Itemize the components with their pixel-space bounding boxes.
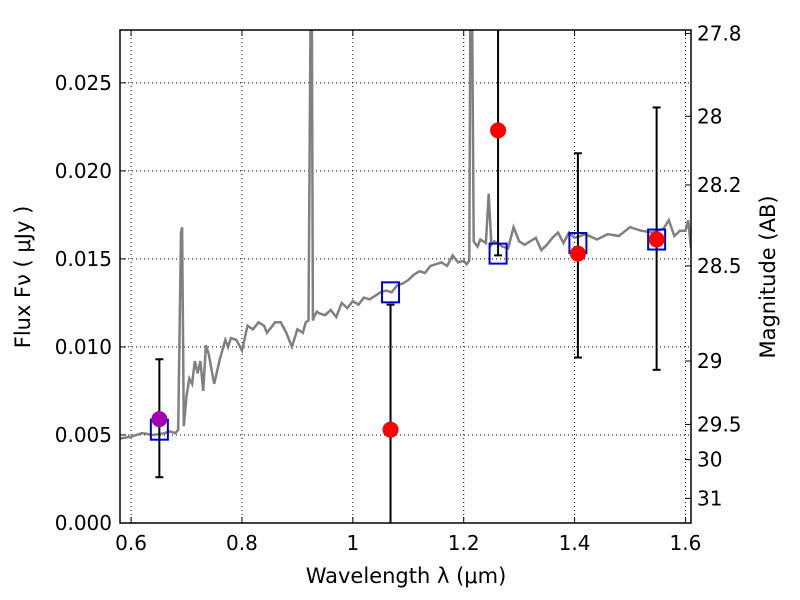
x-axis-label: Wavelength λ (μm) [306, 564, 507, 588]
right-tick-label: 28 [697, 104, 722, 128]
right-tick-label: 27.8 [697, 22, 742, 46]
y-tick-label: 0.015 [55, 247, 112, 271]
model-photometry-squares [149, 228, 667, 441]
y-tick-label: 0.000 [55, 511, 112, 535]
right-axis-label: Magnitude (AB) [756, 195, 780, 358]
right-tick-label: 28.5 [697, 254, 742, 278]
x-tick-label: 1 [346, 531, 359, 555]
observed-point [490, 122, 507, 139]
observed-point [648, 231, 665, 248]
y-tick-label: 0.020 [55, 159, 112, 183]
y-tick-label: 0.005 [55, 423, 112, 447]
right-axis-ticks: 27.8 28 28.2 28.5 29 29.5 30 31 [685, 22, 742, 510]
right-tick-label: 29 [697, 349, 722, 373]
grid-lines [120, 30, 691, 524]
x-tick-label: 1.6 [670, 531, 702, 555]
observed-point [382, 421, 399, 438]
model-square [488, 242, 508, 265]
right-tick-label: 29.5 [697, 412, 742, 436]
x-tick-label: 1.2 [448, 531, 480, 555]
x-axis-ticks: 0.6 0.8 1 1.2 1.4 1.6 [115, 30, 701, 555]
observed-point [569, 245, 586, 262]
observed-photometry-points [151, 122, 665, 438]
spectrum-line [120, 30, 691, 440]
plot-frame [119, 29, 692, 524]
y-axis-label: Flux Fν ( μJy ) [11, 206, 35, 349]
model-square [381, 281, 401, 304]
model-spectrum [120, 30, 691, 440]
x-tick-label: 0.6 [115, 531, 147, 555]
observed-point [151, 411, 168, 428]
right-tick-label: 30 [697, 448, 722, 472]
x-tick-label: 1.4 [559, 531, 591, 555]
y-tick-label: 0.010 [55, 335, 112, 359]
right-tick-label: 31 [697, 486, 722, 510]
y-tick-label: 0.025 [55, 71, 112, 95]
model-square [647, 228, 667, 251]
error-bars [155, 30, 661, 523]
right-tick-label: 28.2 [697, 173, 742, 197]
y-axis-ticks: 0.000 0.005 0.010 0.015 0.020 0.025 [55, 71, 126, 535]
x-tick-label: 0.8 [226, 531, 258, 555]
